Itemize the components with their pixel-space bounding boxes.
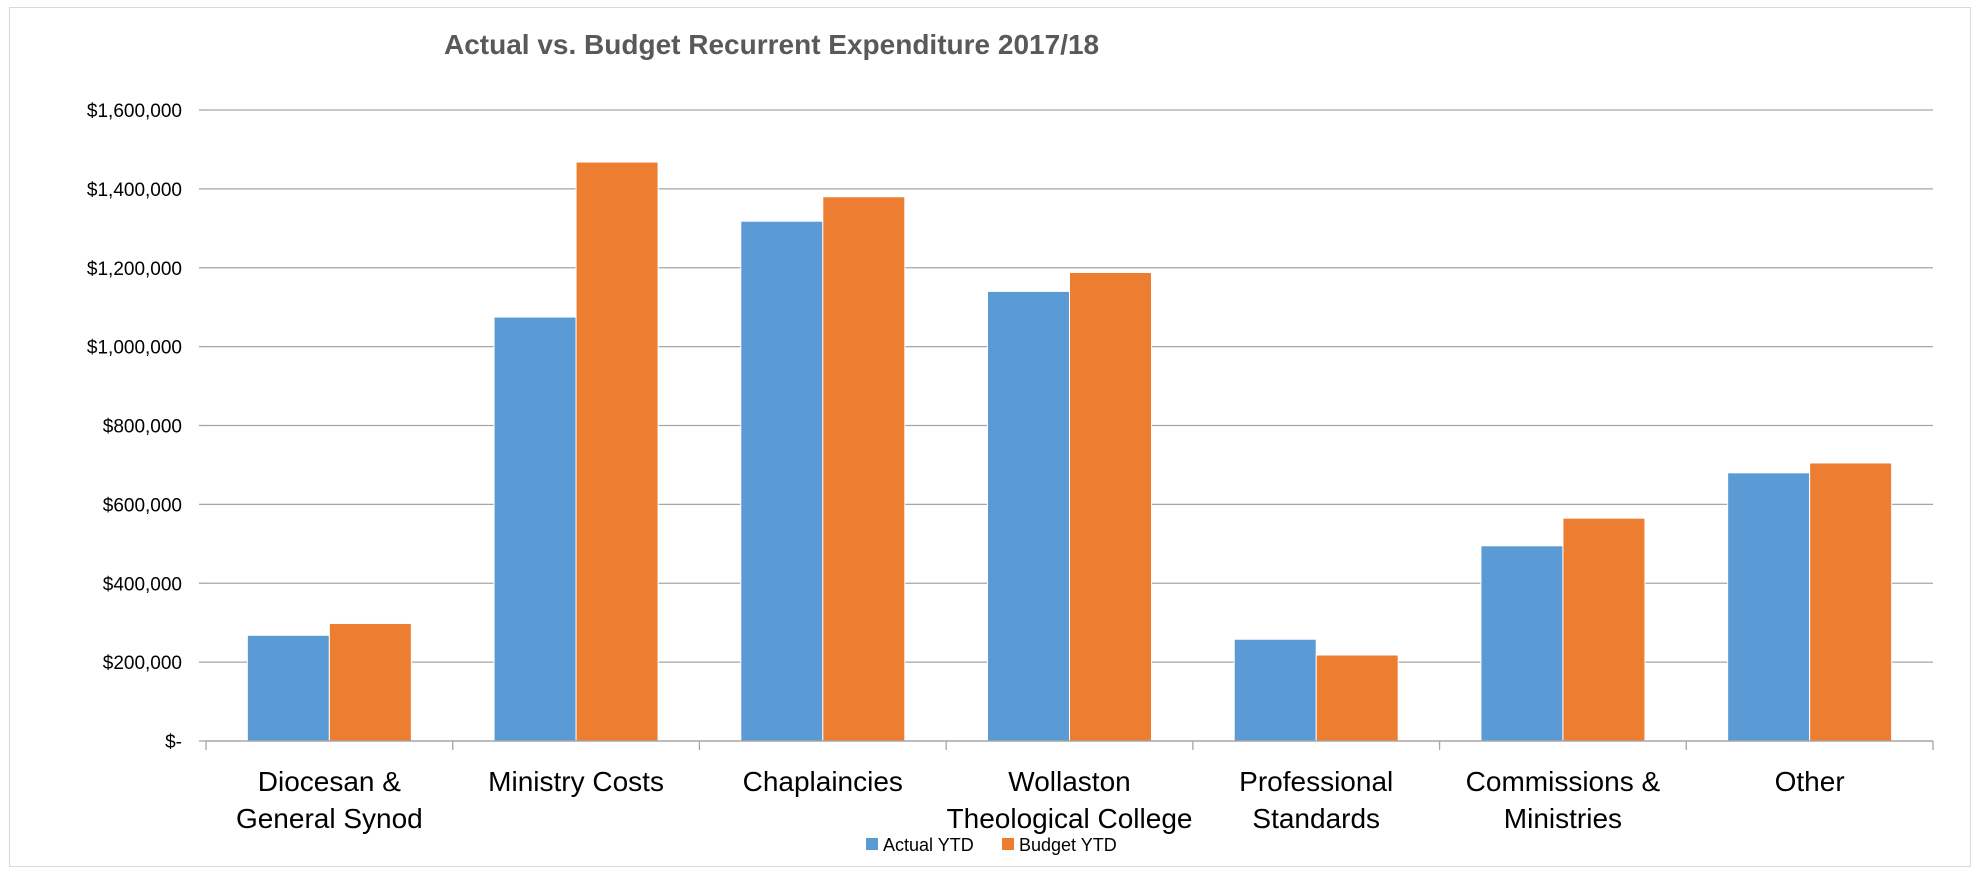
x-tick-label: Diocesan & xyxy=(258,766,402,797)
x-axis xyxy=(205,740,1934,750)
x-tick-label: Standards xyxy=(1252,803,1380,834)
legend-label: Budget YTD xyxy=(1019,835,1117,855)
y-tick-label: $400,000 xyxy=(103,574,182,595)
x-tick-label: Ministries xyxy=(1504,803,1622,834)
bar-budget xyxy=(1315,654,1399,742)
bar-budget xyxy=(1809,462,1893,742)
y-tick-label: $800,000 xyxy=(103,417,182,438)
y-axis-tick-labels: $- $200,000 $400,000 $600,000 $800,000 $1,000… xyxy=(87,101,182,753)
bars xyxy=(246,161,1893,742)
x-tick-label: Ministry Costs xyxy=(488,766,664,797)
y-tick-label: $600,000 xyxy=(103,495,182,516)
bar-actual xyxy=(246,634,330,742)
bar-actual xyxy=(493,316,577,742)
bar-budget xyxy=(822,196,906,742)
bar-actual xyxy=(987,290,1070,742)
y-tick-label: $1,200,000 xyxy=(87,259,182,280)
y-tick-label: $200,000 xyxy=(103,653,182,674)
x-tick-label: Professional xyxy=(1239,766,1393,797)
bar-actual xyxy=(1480,545,1564,742)
x-tick-label: Theological College xyxy=(947,803,1193,834)
legend-label: Actual YTD xyxy=(883,835,974,855)
legend-swatch xyxy=(866,838,878,850)
chart-title: Actual vs. Budget Recurrent Expenditure … xyxy=(444,29,1099,60)
x-tick-label: Commissions & xyxy=(1466,766,1661,797)
bar-budget xyxy=(328,622,412,742)
bar-budget xyxy=(575,161,659,742)
x-tick-label: Wollaston xyxy=(1008,766,1130,797)
x-tick-label: General Synod xyxy=(236,803,423,834)
legend: Actual YTD Budget YTD xyxy=(866,835,1117,855)
x-tick-label: Other xyxy=(1775,766,1845,797)
x-tick-label: Chaplaincies xyxy=(743,766,903,797)
bar-actual xyxy=(1233,638,1317,742)
chart-frame xyxy=(9,7,1971,867)
y-tick-label: $1,400,000 xyxy=(87,180,182,201)
y-tick-label: $- xyxy=(165,732,182,753)
x-axis-tick-labels: Diocesan & General Synod Ministry Costs Cha… xyxy=(236,766,1845,834)
bar-budget xyxy=(1562,517,1646,742)
bar-budget xyxy=(1069,271,1152,742)
y-tick-label: $1,600,000 xyxy=(87,101,182,122)
bar-actual xyxy=(1727,472,1811,742)
bar-actual xyxy=(740,220,824,742)
legend-swatch xyxy=(1002,838,1014,850)
y-tick-label: $1,000,000 xyxy=(87,338,182,359)
